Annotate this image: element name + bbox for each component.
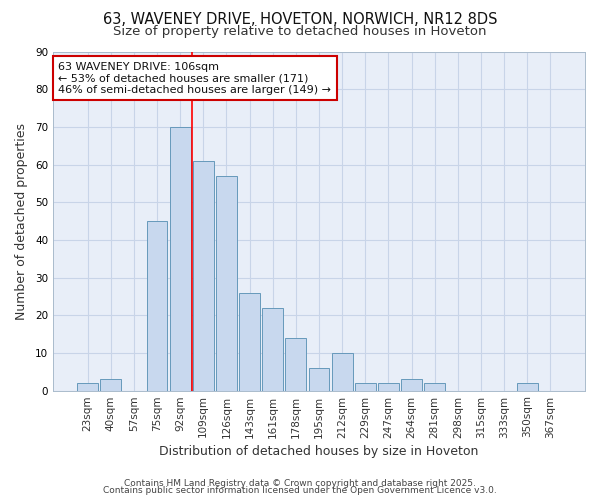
Text: Contains public sector information licensed under the Open Government Licence v3: Contains public sector information licen… xyxy=(103,486,497,495)
Bar xyxy=(146,221,167,390)
Text: Contains HM Land Registry data © Crown copyright and database right 2025.: Contains HM Land Registry data © Crown c… xyxy=(124,478,476,488)
Bar xyxy=(170,127,191,390)
Text: Size of property relative to detached houses in Hoveton: Size of property relative to detached ho… xyxy=(113,25,487,38)
Y-axis label: Number of detached properties: Number of detached properties xyxy=(15,122,28,320)
Bar xyxy=(262,308,283,390)
Bar xyxy=(401,380,422,390)
Bar xyxy=(77,383,98,390)
Text: 63, WAVENEY DRIVE, HOVETON, NORWICH, NR12 8DS: 63, WAVENEY DRIVE, HOVETON, NORWICH, NR1… xyxy=(103,12,497,28)
Bar xyxy=(216,176,237,390)
Bar xyxy=(308,368,329,390)
Bar xyxy=(100,380,121,390)
X-axis label: Distribution of detached houses by size in Hoveton: Distribution of detached houses by size … xyxy=(159,444,479,458)
Bar xyxy=(355,383,376,390)
Bar xyxy=(332,353,353,391)
Bar xyxy=(286,338,306,390)
Text: 63 WAVENEY DRIVE: 106sqm
← 53% of detached houses are smaller (171)
46% of semi-: 63 WAVENEY DRIVE: 106sqm ← 53% of detach… xyxy=(58,62,331,95)
Bar xyxy=(517,383,538,390)
Bar xyxy=(239,292,260,390)
Bar xyxy=(193,161,214,390)
Bar xyxy=(378,383,399,390)
Bar xyxy=(424,383,445,390)
